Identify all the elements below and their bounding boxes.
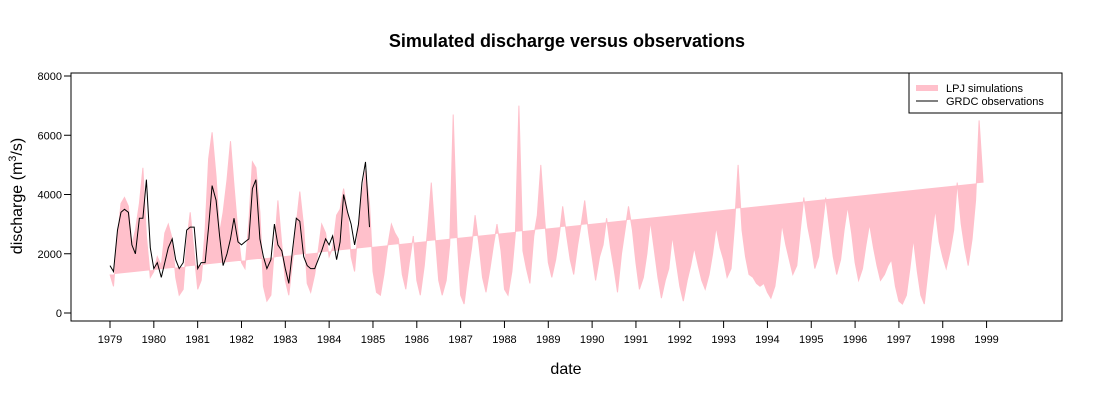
- simulation-band-layer: [109, 105, 984, 305]
- x-tick-label: 1983: [273, 334, 297, 346]
- y-axis: 0 2000 4000 6000 8000: [38, 71, 72, 320]
- legend-label-simulations: LPJ simulations: [946, 83, 1024, 95]
- y-tick-label: 8000: [38, 71, 62, 83]
- legend-label-observations: GRDC observations: [946, 96, 1044, 108]
- legend-box: [908, 72, 1063, 114]
- x-tick-label: 1979: [98, 334, 122, 346]
- x-tick-label: 1996: [843, 334, 867, 346]
- x-tick-label: 1998: [931, 334, 955, 346]
- x-tick-label: 1980: [142, 334, 166, 346]
- x-tick-label: 1989: [536, 334, 560, 346]
- y-axis-label-tail: /s): [9, 138, 26, 156]
- legend: LPJ simulations GRDC observations: [908, 72, 1063, 114]
- x-tick-label: 1990: [580, 334, 604, 346]
- x-tick-label: 1987: [448, 334, 472, 346]
- x-tick-label: 1986: [405, 334, 429, 346]
- y-tick-label: 0: [56, 308, 62, 320]
- x-tick-label: 1999: [974, 334, 998, 346]
- y-tick-label: 2000: [38, 249, 62, 261]
- x-tick-label: 1985: [361, 334, 385, 346]
- x-tick-label: 1991: [624, 334, 648, 346]
- series-lpj-simulations-band: [109, 105, 984, 305]
- x-tick-label: 1997: [887, 334, 911, 346]
- y-axis-label-main: discharge (m: [9, 162, 26, 254]
- y-axis-label-superscript: 3: [7, 156, 19, 162]
- y-tick-label: 4000: [38, 190, 62, 202]
- y-axis-label: discharge (m3/s): [7, 138, 26, 254]
- x-tick-label: 1992: [668, 334, 692, 346]
- x-tick-label: 1988: [492, 334, 516, 346]
- x-tick-label: 1995: [799, 334, 823, 346]
- x-axis: 1979 1980 1981 1982 1983 1984 1985 1986 1987 1988…: [98, 320, 999, 346]
- x-tick-label: 1981: [185, 334, 209, 346]
- x-tick-label: 1993: [711, 334, 735, 346]
- chart-title: Simulated discharge versus observations: [389, 31, 745, 51]
- x-tick-label: 1982: [229, 334, 253, 346]
- y-tick-label: 6000: [38, 130, 62, 142]
- x-axis-label: date: [550, 361, 581, 378]
- observation-line-layer: [109, 161, 370, 284]
- series-grdc-observations-line: [109, 161, 370, 284]
- x-tick-label: 1984: [317, 334, 341, 346]
- x-tick-label: 1994: [755, 334, 779, 346]
